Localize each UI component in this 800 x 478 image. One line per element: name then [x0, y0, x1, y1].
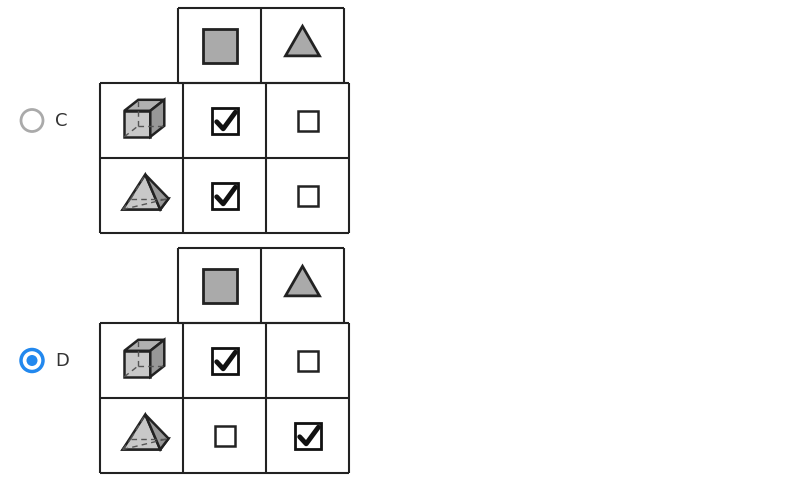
Bar	[202, 29, 237, 63]
Polygon shape	[146, 414, 169, 449]
Bar	[298, 110, 318, 130]
Bar	[214, 425, 234, 445]
Polygon shape	[124, 100, 164, 111]
Text: D: D	[55, 351, 69, 369]
Bar	[211, 108, 238, 133]
Circle shape	[26, 355, 38, 366]
Polygon shape	[146, 174, 169, 209]
Bar	[211, 348, 238, 373]
Polygon shape	[124, 111, 150, 137]
Polygon shape	[124, 340, 164, 351]
Polygon shape	[150, 100, 164, 137]
Circle shape	[21, 109, 43, 131]
Bar	[298, 350, 318, 370]
Polygon shape	[122, 414, 160, 449]
Bar	[298, 185, 318, 206]
Bar	[202, 269, 237, 303]
Polygon shape	[124, 351, 150, 377]
Bar	[211, 183, 238, 208]
Circle shape	[21, 349, 43, 371]
Polygon shape	[122, 198, 169, 209]
Polygon shape	[122, 174, 160, 209]
Polygon shape	[286, 266, 319, 296]
Bar	[294, 423, 321, 448]
Polygon shape	[286, 26, 319, 56]
Polygon shape	[150, 340, 164, 377]
Polygon shape	[122, 438, 169, 449]
Text: C: C	[55, 111, 67, 130]
